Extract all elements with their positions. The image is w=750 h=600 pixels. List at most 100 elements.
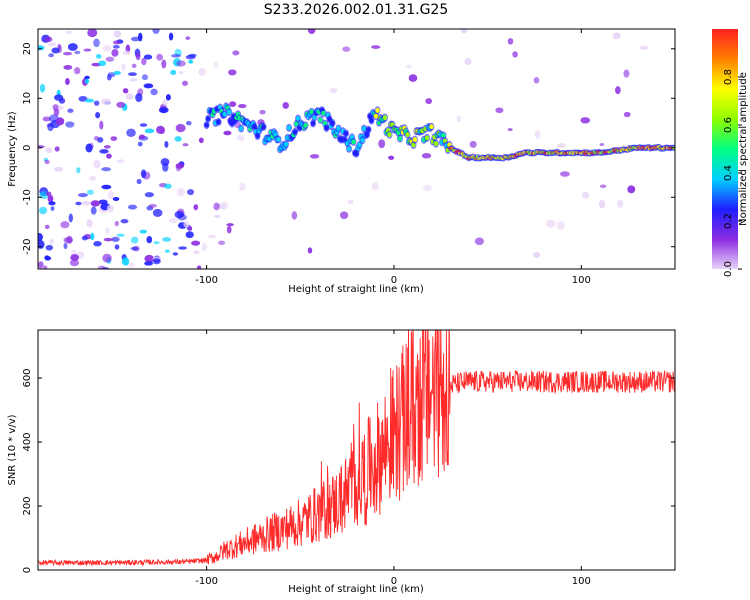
spectrogram-ridge-cell — [321, 110, 326, 116]
spectrogram-noise-blob — [405, 64, 412, 69]
spectrogram-noise-blob — [105, 227, 110, 235]
spectrogram-noise-blob — [84, 98, 95, 103]
spectrogram-noise-blob — [176, 60, 186, 67]
spectrogram-ridge-cell — [255, 133, 260, 139]
spectrogram-noise-blob — [114, 244, 120, 250]
spectrogram-noise-blob — [114, 220, 120, 227]
spectrogram-noise-blob — [161, 59, 167, 69]
spectrogram-noise-blob — [106, 204, 115, 213]
spectrogram-ridge-cell — [387, 132, 392, 138]
spectrogram-noise-blob — [125, 93, 134, 100]
spectrogram-noise-blob — [556, 220, 565, 230]
spectrogram-noise-blob — [175, 123, 186, 133]
snr-ytick-label: 0 — [22, 567, 33, 573]
spectrogram-ridge-cell — [424, 135, 430, 141]
spectrogram-noise-blob — [371, 45, 381, 49]
spectrogram-noise-blob — [223, 130, 232, 136]
spectrogram-noise-blob — [188, 226, 193, 231]
spectrogram-ridge-cell — [405, 132, 410, 137]
snr-panel: -100 0 100 0 200 400 600 Height of straight li… — [7, 329, 676, 595]
spectrogram-noise-blob — [139, 123, 148, 127]
spectrogram-noise-blob — [213, 214, 221, 218]
spectrogram-noise-blob — [116, 159, 125, 164]
spectrogram-noise-blob — [174, 210, 184, 219]
spectrogram-ridge-cell — [357, 142, 362, 148]
spectrogram-ridge-cell — [397, 136, 403, 141]
spectrogram-noise-blob — [69, 259, 79, 267]
spectrogram-noise-blob — [99, 149, 109, 154]
spectrogram-noise-blob — [532, 251, 541, 258]
spectrogram-noise-blob — [207, 235, 217, 239]
colorbar-tick-label: 0.2 — [723, 213, 734, 229]
spectrogram-noise-blob — [96, 54, 102, 59]
spectrogram-noise-blob — [623, 69, 630, 78]
spectrogram-ridge-cell — [441, 132, 446, 138]
spectrogram-noise-blob — [144, 128, 155, 134]
spectrogram-ridge-cell — [412, 137, 418, 142]
spectrogram-noise-blob — [456, 115, 462, 123]
spectrogram-noise-blob — [116, 233, 125, 237]
spectrogram-noise-blob — [282, 102, 289, 109]
spectrogram-noise-blob — [152, 208, 163, 217]
spectrogram-noise-blob — [93, 241, 102, 247]
spectrogram-noise-blob — [85, 143, 93, 153]
spectrogram-noise-blob — [53, 166, 64, 172]
snr-xtick-label: -100 — [195, 576, 218, 587]
spectrogram-ridge-cell — [226, 109, 232, 115]
spectrogram-noise-blob — [68, 213, 73, 223]
spectrogram-ridge-cell — [382, 115, 388, 121]
spectrogram-ridge-cell — [433, 141, 439, 147]
spectrogram-ytick-label: -10 — [22, 189, 33, 205]
spectrogram-noise-blob — [144, 261, 154, 266]
spectrogram-noise-blob — [112, 196, 120, 201]
spectrogram-ridge-cell — [361, 126, 367, 131]
spectrogram-ridge-cell — [286, 125, 292, 131]
spectrogram-noise-blob — [70, 254, 80, 261]
spectrogram-noise-blob — [213, 60, 219, 69]
spectrogram-noise-blob — [130, 236, 139, 244]
spectrogram-noise-blob — [168, 32, 174, 41]
spectrogram-ytick-label: 0 — [22, 145, 33, 151]
spectrogram-noise-blob — [131, 63, 137, 69]
spectrogram-noise-blob — [103, 237, 113, 242]
spectrogram-noise-blob — [170, 69, 177, 75]
spectrogram-noise-blob — [39, 83, 46, 93]
spectrogram-ridge-cell — [324, 125, 329, 131]
spectrogram-noise-blob — [371, 182, 379, 191]
spectrogram-noise-blob — [93, 38, 100, 48]
spectrogram-noise-blob — [342, 46, 351, 52]
spectrogram-noise-blob — [545, 219, 556, 228]
spectrogram-noise-blob — [45, 191, 52, 197]
spectrogram-noise-blob — [347, 199, 354, 205]
spectrogram-xtick-label: -100 — [195, 275, 218, 286]
spectrogram-noise-blob — [229, 101, 237, 107]
spectrogram-noise-blob — [106, 74, 112, 81]
spectrogram-noise-blob — [148, 203, 157, 208]
spectrogram-noise-blob — [67, 108, 74, 113]
spectrogram-noise-blob — [421, 152, 432, 159]
chart-title: S233.2026.002.01.31.G25 — [264, 2, 449, 18]
spectrogram-noise-blob — [160, 127, 165, 135]
spectrogram-noise-blob — [460, 29, 468, 34]
spectrogram-noise-blob — [77, 192, 88, 198]
spectrogram-noise-blob — [66, 235, 73, 244]
snr-ytick-label: 600 — [22, 368, 33, 387]
spectrogram-noise-blob — [55, 117, 65, 126]
spectrogram-noise-blob — [54, 94, 64, 101]
spectrogram-ridge-cell — [295, 116, 301, 121]
spectrogram-noise-blob — [226, 223, 234, 227]
spectrogram-ridge-cell — [369, 118, 374, 123]
spectrogram-noise-blob — [307, 247, 313, 254]
colorbar-tick-label: 0.8 — [723, 69, 734, 85]
spectrogram-noise-blob — [63, 64, 73, 70]
spectrogram-noise-blob — [54, 146, 60, 152]
spectrogram-noise-blob — [45, 147, 53, 154]
spectrogram-ridge-cell — [261, 124, 266, 130]
spectrogram-noise-blob — [93, 136, 100, 141]
spectrogram-noise-blob — [48, 201, 56, 206]
spectrogram-noise-blob — [107, 190, 115, 200]
spectrogram-noise-blob — [185, 36, 191, 40]
spectrogram-noise-blob — [170, 54, 181, 58]
spectrogram-noise-blob — [425, 98, 433, 105]
